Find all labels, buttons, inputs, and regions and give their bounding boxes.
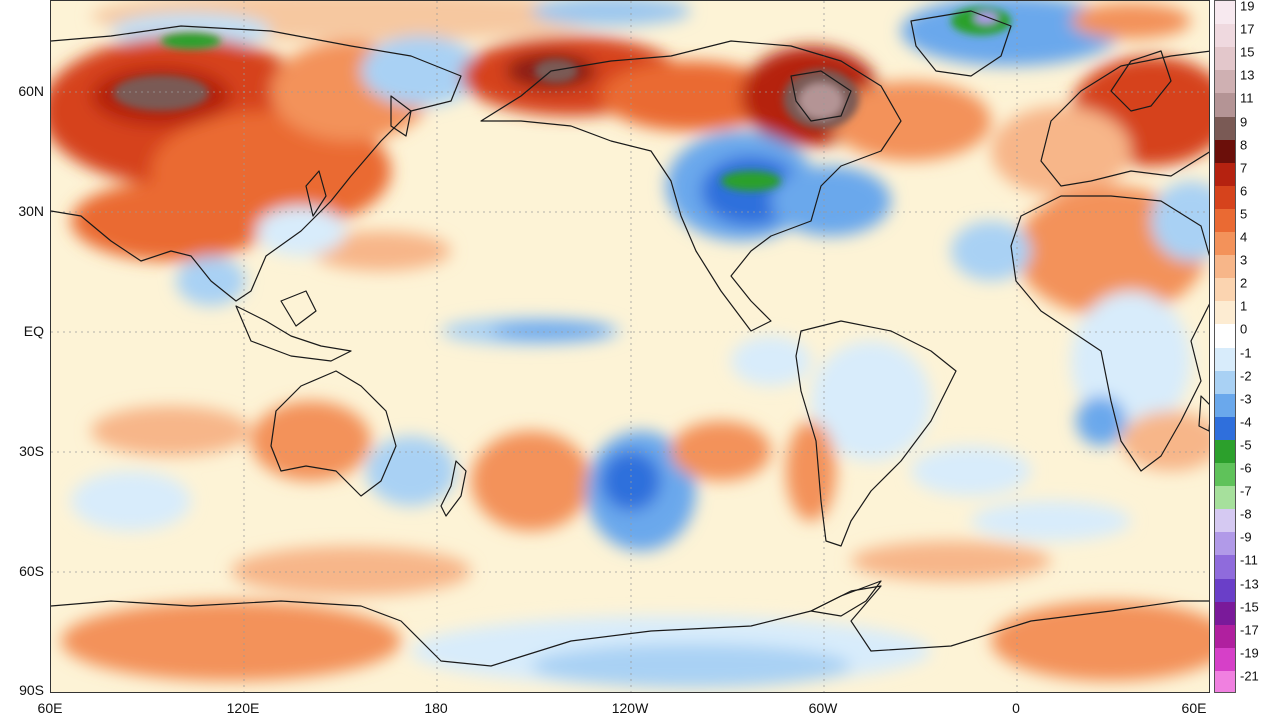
colorbar-label: -3 [1240, 391, 1252, 407]
colorbar-swatch [1215, 578, 1235, 603]
colorbar-swatch [1215, 1, 1235, 25]
colorbar-swatch [1215, 24, 1235, 48]
colorbar-swatch [1215, 670, 1235, 692]
colorbar-swatch [1215, 439, 1235, 464]
colorbar-label: 5 [1240, 206, 1248, 222]
colorbar-label: -6 [1240, 460, 1252, 476]
colorbar-label: 6 [1240, 183, 1248, 199]
colorbar-label: 3 [1240, 252, 1248, 268]
colorbar-label: -19 [1240, 645, 1259, 661]
lon-label-180: 180 [424, 700, 448, 716]
colorbar-swatch [1215, 532, 1235, 556]
temperature-anomaly-map [50, 0, 1210, 693]
colorbar-swatch [1215, 416, 1235, 441]
colorbar-label: 7 [1240, 160, 1248, 176]
colorbar-swatch [1215, 278, 1235, 302]
colorbar-swatch [1215, 139, 1235, 164]
colorbar-swatch [1215, 624, 1235, 649]
colorbar-label: 1 [1240, 298, 1248, 314]
colorbar-label: -1 [1240, 345, 1252, 360]
colorbar-label: -21 [1240, 668, 1259, 684]
colorbar-swatch [1215, 208, 1235, 233]
colorbar-label: -2 [1240, 368, 1252, 384]
colorbar-swatch [1215, 162, 1235, 187]
colorbar-swatch [1215, 301, 1235, 325]
colorbar-label: 11 [1240, 90, 1254, 106]
colorbar-label: -7 [1240, 483, 1252, 499]
colorbar [1214, 0, 1236, 693]
colorbar-swatch [1215, 463, 1235, 487]
colorbar-swatch [1215, 70, 1235, 94]
colorbar-label: -15 [1240, 599, 1259, 615]
graticule [51, 1, 1209, 692]
colorbar-swatch [1215, 509, 1235, 533]
lat-label-90s: 90S [19, 682, 44, 698]
lon-label-60e: 60E [37, 700, 63, 716]
colorbar-label: -11 [1240, 552, 1258, 568]
colorbar-label: 8 [1240, 137, 1248, 153]
colorbar-swatch [1215, 370, 1235, 395]
colorbar-label: 19 [1240, 0, 1255, 14]
colorbar-swatch [1215, 232, 1235, 256]
colorbar-swatch [1215, 601, 1235, 626]
colorbar-swatch [1215, 486, 1235, 510]
colorbar-swatch [1215, 185, 1235, 210]
colorbar-swatch [1215, 324, 1235, 348]
colorbar-label: 4 [1240, 229, 1248, 245]
colorbar-label: -9 [1240, 529, 1252, 545]
colorbar-swatch [1215, 47, 1235, 71]
lon-label-120e: 120E [226, 700, 260, 716]
anomaly-shading [51, 1, 1209, 688]
colorbar-label: 2 [1240, 275, 1248, 291]
colorbar-label: -13 [1240, 576, 1259, 591]
coastlines [51, 10, 1209, 667]
lat-label-30n: 30N [18, 203, 44, 219]
lon-label-60w: 60W [808, 700, 838, 716]
colorbar-label: 13 [1240, 67, 1255, 83]
colorbar-label: 17 [1240, 21, 1255, 37]
colorbar-swatch [1215, 647, 1235, 672]
colorbar-label: -8 [1240, 506, 1252, 522]
lat-label-30s: 30S [19, 443, 44, 459]
colorbar-swatch [1215, 347, 1235, 372]
colorbar-swatch [1215, 116, 1235, 141]
lon-label-0: 0 [1012, 700, 1020, 716]
colorbar-label: 0 [1240, 321, 1248, 337]
colorbar-swatch [1215, 93, 1235, 117]
lon-label-120w: 120W [611, 700, 649, 716]
lon-label-60e-right: 60E [1181, 700, 1207, 716]
anomaly-field [51, 1, 1209, 692]
colorbar-swatch [1215, 393, 1235, 418]
colorbar-swatch [1215, 555, 1235, 579]
colorbar-label: 15 [1240, 44, 1255, 60]
colorbar-label: 9 [1240, 114, 1248, 129]
colorbar-label: -5 [1240, 437, 1252, 453]
colorbar-swatch [1215, 255, 1235, 279]
colorbar-label: -17 [1240, 622, 1259, 638]
lat-label-60s: 60S [19, 563, 44, 579]
lat-label-eq: EQ [23, 323, 44, 339]
lat-label-60n: 60N [18, 83, 44, 99]
colorbar-label: -4 [1240, 414, 1252, 430]
